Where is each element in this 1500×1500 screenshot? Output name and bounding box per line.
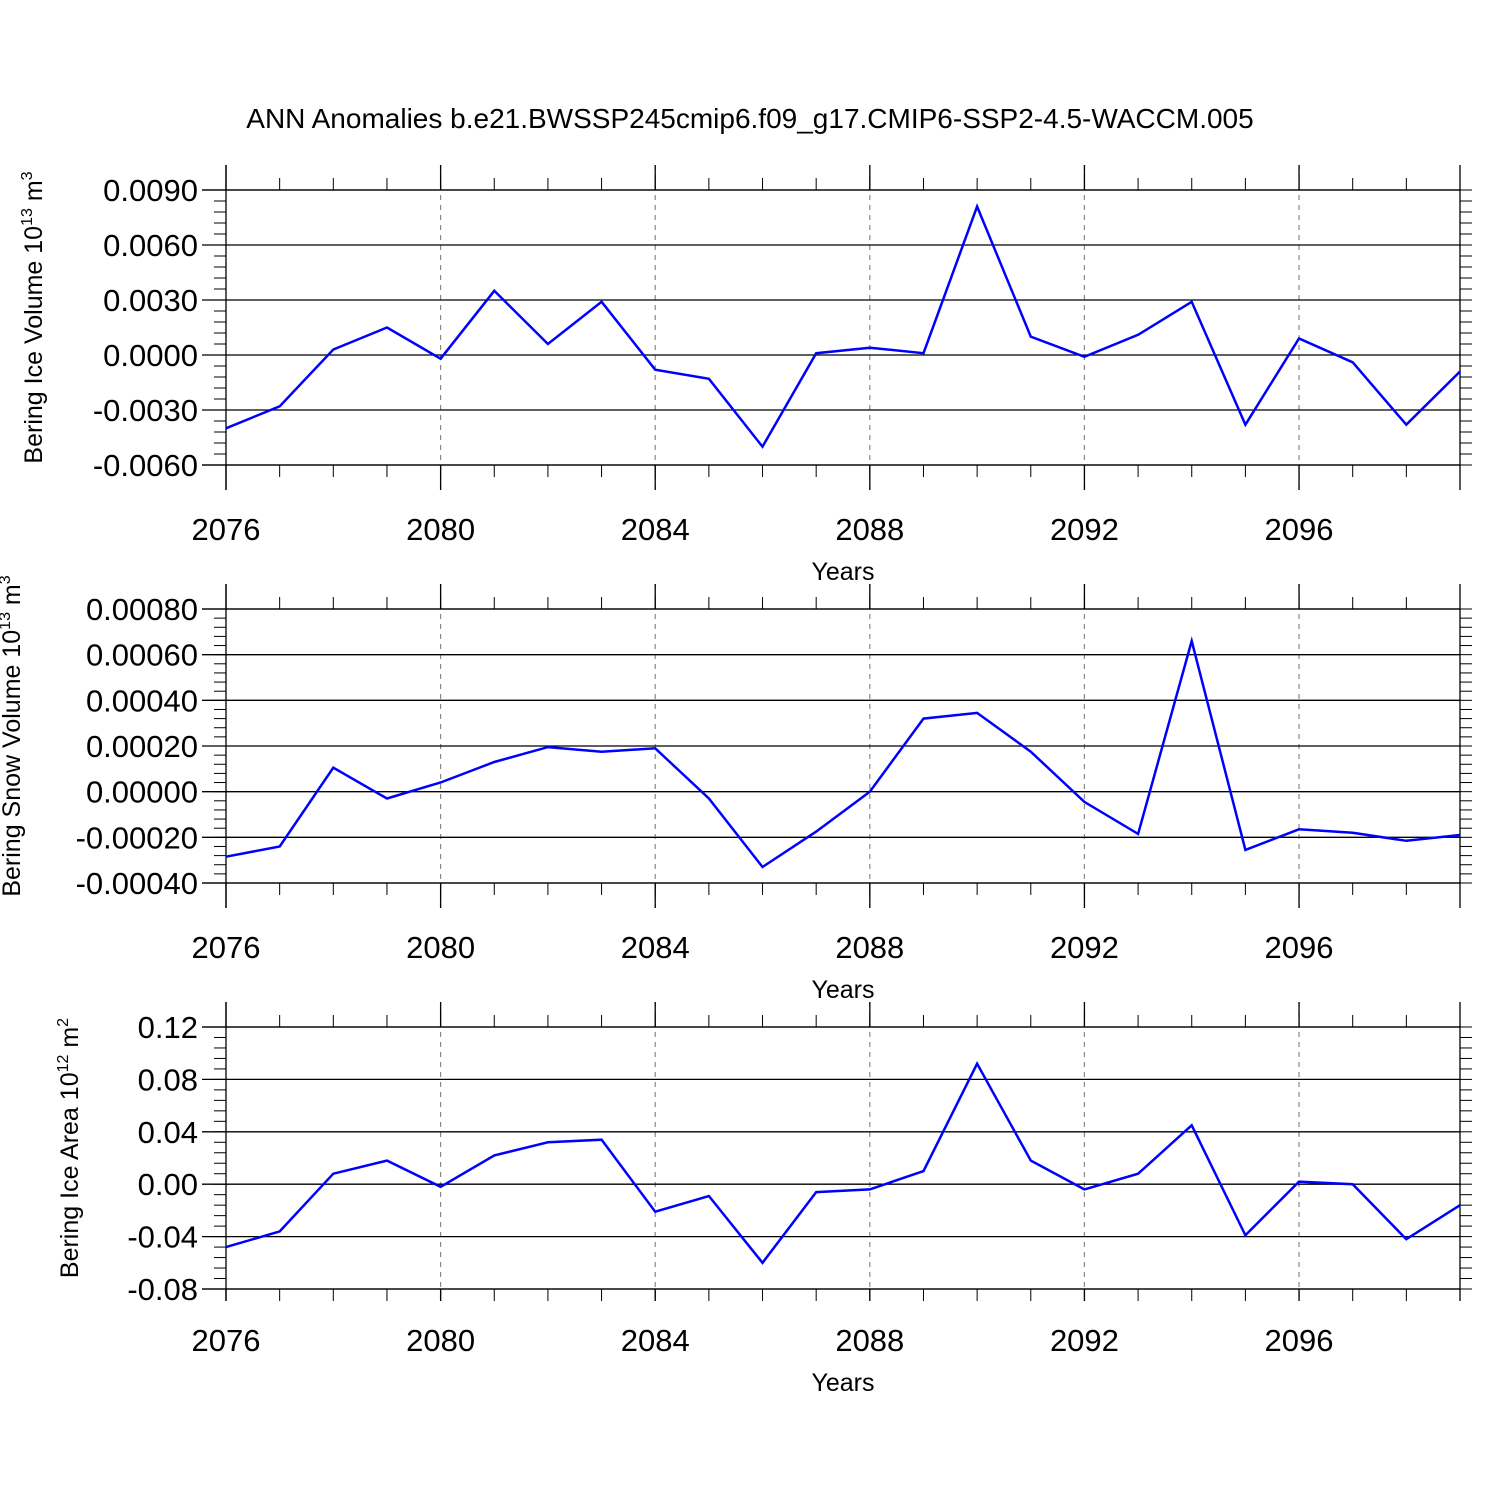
- y-tick-label: 0.00060: [86, 638, 198, 673]
- y-tick-label: 0.04: [138, 1115, 198, 1150]
- y-tick-label: 0.0090: [103, 173, 198, 208]
- y-tick-label: 0.00080: [86, 592, 198, 627]
- y-label-exponent: 13: [0, 612, 14, 630]
- y-axis-label: Bering Ice Area 1012 m2: [55, 1018, 84, 1278]
- y-label-main: Bering Ice Area 10: [56, 1072, 84, 1278]
- x-tick-label: 2076: [192, 930, 261, 965]
- x-tick-label: 2092: [1050, 930, 1119, 965]
- y-label-unit: m: [56, 1027, 84, 1055]
- y-tick-label: 0.12: [138, 1010, 198, 1045]
- y-tick-label: -0.00040: [76, 866, 198, 901]
- x-axis-label: Years: [811, 976, 874, 1004]
- y-label-exponent: 13: [19, 208, 36, 226]
- y-tick-label: 0.0060: [103, 228, 198, 263]
- panel-3: -0.08 -0.04 0.00 0.04 0.08 0.12 2076 2080 2084 20…: [55, 1002, 1472, 1397]
- x-tick-label: 2080: [406, 1323, 475, 1358]
- y-tick-label: -0.0030: [93, 393, 198, 428]
- x-axis-label: Years: [811, 1369, 874, 1397]
- x-tick-label: 2096: [1265, 930, 1334, 965]
- x-tick-label: 2088: [835, 930, 904, 965]
- x-tick-label: 2084: [621, 930, 690, 965]
- panels: -0.0060-0.00300.00000.00300.00600.009020…: [0, 165, 1472, 1397]
- figure-title: ANN Anomalies b.e21.BWSSP245cmip6.f09_g1…: [246, 103, 1253, 134]
- y-label-unit-exponent: 2: [55, 1018, 72, 1027]
- y-tick-label: 0.0030: [103, 283, 198, 318]
- x-tick-label: 2084: [621, 1323, 690, 1358]
- x-tick-label: 2088: [835, 512, 904, 547]
- series-line: [225, 203, 1461, 449]
- y-axis-label: Bering Snow Volume 1013 m3: [0, 575, 26, 896]
- series-line: [225, 636, 1461, 869]
- y-label-main: Bering Snow Volume 10: [0, 630, 26, 897]
- x-tick-label: 2096: [1265, 1323, 1334, 1358]
- y-label-unit-exponent: 3: [19, 171, 36, 180]
- x-tick-label: 2088: [835, 1323, 904, 1358]
- x-axis-label: Years: [811, 558, 874, 586]
- x-tick-label: 2092: [1050, 1323, 1119, 1358]
- x-tick-label: 2096: [1265, 512, 1334, 547]
- x-tick-label: 2076: [192, 1323, 261, 1358]
- series-line: [225, 1061, 1461, 1265]
- y-tick-label: -0.08: [127, 1272, 198, 1307]
- x-tick-label: 2092: [1050, 512, 1119, 547]
- y-tick-label: 0.00: [138, 1167, 198, 1202]
- y-tick-label: -0.0060: [93, 448, 198, 483]
- y-axis-label: Bering Ice Volume 1013 m3: [19, 171, 48, 463]
- y-tick-label: -0.04: [127, 1220, 198, 1255]
- y-tick-label: -0.00020: [76, 820, 198, 855]
- x-tick-label: 2080: [406, 512, 475, 547]
- panel-1: -0.0060 -0.0030 0.0000 0.0030 0.0060 0.0090 20…: [19, 165, 1472, 586]
- x-tick-label: 2076: [192, 512, 261, 547]
- y-tick-label: 0.0000: [103, 338, 198, 373]
- y-tick-label: 0.00000: [86, 775, 198, 810]
- y-tick-label: 0.00040: [86, 683, 198, 718]
- y-label-unit: m: [20, 180, 48, 208]
- y-label-unit-exponent: 3: [0, 575, 14, 584]
- y-label-main: Bering Ice Volume 10: [20, 226, 48, 464]
- y-tick-label: 0.08: [138, 1062, 198, 1097]
- x-tick-label: 2084: [621, 512, 690, 547]
- y-label-exponent: 12: [55, 1054, 72, 1072]
- y-tick-label: 0.00020: [86, 729, 198, 764]
- panel-2: -0.00040 -0.00020 0.00000 0.00020 0.00040 0.0…: [0, 575, 1472, 1004]
- x-tick-label: 2080: [406, 930, 475, 965]
- y-label-unit: m: [0, 584, 26, 612]
